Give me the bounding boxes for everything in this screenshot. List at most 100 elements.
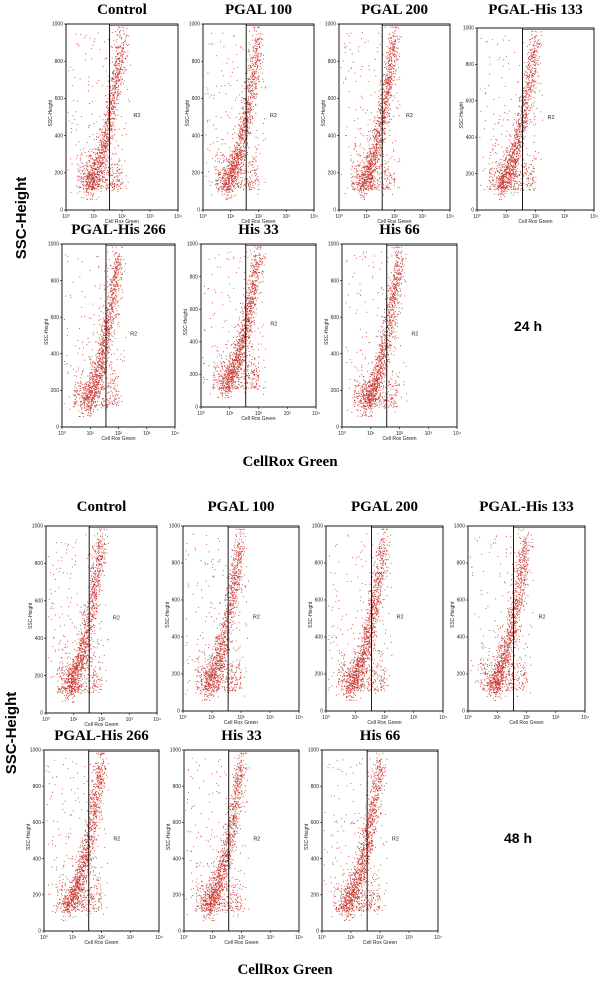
y-tick-label: 1000 [187,242,198,248]
scatter-point-cloud [63,246,127,417]
y-tick-label: 1000 [328,242,339,248]
y-tick-label: 800 [190,274,199,280]
x-tick-label: 10² [532,214,540,220]
scatter-panel: PGAL-His 133 R2 0 200 400 600 800 1000 10⁰ 10¹ 10²… [450,499,589,726]
y-tick-label: 800 [328,59,337,65]
y-tick-label: 0 [195,405,198,411]
y-tick-label: 800 [466,62,475,68]
x-tick-label: 10³ [143,431,151,437]
y-tick-label: 600 [328,96,337,102]
y-tick-label: 200 [55,171,64,177]
scatter-point-cloud [345,246,408,417]
y-tick-label: 0 [40,711,43,717]
scatter-panel: His 66 R2 0 200 400 600 800 1000 10⁰ 10¹ 10² 10³ 10⁴… [304,728,442,946]
x-tick-label: 10⁰ [318,935,326,941]
x-tick-label: 10² [523,715,531,721]
x-axis-title: Cell Rox Green [509,720,543,726]
x-tick-label: 10² [115,431,123,437]
x-tick-label: 10² [381,715,389,721]
y-tick-label: 800 [51,278,60,284]
y-axis-title: SSC-Height [324,318,330,345]
gate-label: R2 [397,615,404,621]
y-tick-label: 400 [173,856,182,862]
y-tick-label: 800 [457,561,466,567]
y-axis-title: SSC-Height [321,99,327,126]
scatter-points [323,752,388,921]
y-tick-label: 600 [331,315,340,321]
gate-label: R2 [270,113,277,119]
y-tick-label: 200 [457,672,466,678]
y-tick-label: 0 [178,929,181,935]
x-tick-label: 10² [237,715,245,721]
x-tick-label: 10⁰ [62,214,70,220]
y-tick-label: 1000 [32,524,43,530]
panel-title: His 66 [360,728,401,744]
x-tick-label: 10⁴ [590,214,598,220]
scatter-panel: PGAL-His 133 R2 0 200 400 600 800 1000 10⁰ 10¹ 10²… [459,2,598,225]
scatter-points [63,246,127,417]
panel-title: PGAL 200 [351,499,418,515]
x-tick-label: 10² [255,411,263,417]
x-tick-label: 10⁰ [322,715,330,721]
x-tick-label: 10⁰ [179,715,187,721]
scatter-points [345,246,408,417]
scatter-points [327,528,393,701]
x-axis-title: Cell Rox Green [363,940,397,946]
y-tick-label: 1000 [189,22,200,28]
gate-label: R2 [406,113,413,119]
y-axis-title: SSC-Height [28,602,34,629]
x-tick-label: 10⁴ [295,715,303,721]
scatter-point-cloud [185,528,249,701]
y-tick-label: 200 [173,893,182,899]
y-tick-label: 1000 [48,242,59,248]
y-tick-label: 1000 [325,22,336,28]
y-axis-title: SSC-Height [185,99,191,126]
y-tick-label: 800 [315,561,324,567]
x-tick-label: 10⁴ [581,715,589,721]
scatter-points [47,528,109,703]
y-tick-label: 400 [172,635,181,641]
panel-title: PGAL-His 266 [54,728,149,744]
plot-frame [338,23,451,211]
scatter-points [67,26,132,200]
y-tick-label: 800 [173,784,182,790]
x-tick-label: 10³ [552,715,560,721]
x-axis-title: Cell Rox Green [241,219,275,225]
scatter-point-cloud [67,26,132,200]
y-tick-label: 600 [33,820,42,826]
x-tick-label: 10¹ [87,431,95,437]
y-tick-label: 0 [38,929,41,935]
x-tick-label: 10³ [425,431,433,437]
y-tick-label: 0 [60,208,63,214]
x-tick-label: 10¹ [352,715,360,721]
x-axis-title: Cell Rox Green [105,219,139,225]
y-tick-label: 600 [35,599,44,605]
y-tick-label: 800 [331,278,340,284]
scatter-points [185,752,250,921]
x-tick-label: 10² [376,935,384,941]
y-tick-label: 800 [192,59,201,65]
x-tick-label: 10⁰ [464,715,472,721]
x-tick-label: 10¹ [363,214,371,220]
panel-title: PGAL 200 [361,2,428,18]
x-tick-label: 10³ [561,214,569,220]
y-tick-label: 1000 [308,748,319,754]
scatter-panel: PGAL 200 R2 0 200 400 600 800 1000 10⁰ 10¹ 10² 10³ 1… [308,499,447,726]
scatter-panel: His 33 R2 0 200 400 600 800 1000 10⁰ 10¹ 10² 10³ 10⁴… [166,728,303,946]
gate-label: R2 [392,837,399,843]
x-tick-label: 10¹ [90,214,98,220]
y-tick-label: 200 [331,388,340,394]
plot-frame [321,749,439,932]
scatter-panel: PGAL-His 266 R2 0 200 400 600 800 1000 10⁰ 10¹ 10²… [26,728,163,946]
scatter-points [46,752,109,921]
scatter-panel: His 33 R2 0 200 400 600 800 1000 10⁰ 10¹ 10² 10³ 10⁴… [183,222,320,422]
y-tick-label: 400 [35,636,44,642]
panel-title: PGAL 100 [225,2,292,18]
x-tick-label: 10³ [127,935,135,941]
y-tick-label: 0 [320,709,323,715]
y-tick-label: 400 [331,352,340,358]
y-tick-label: 0 [336,425,339,431]
gate-label: R2 [113,616,120,622]
y-tick-label: 1000 [312,524,323,530]
